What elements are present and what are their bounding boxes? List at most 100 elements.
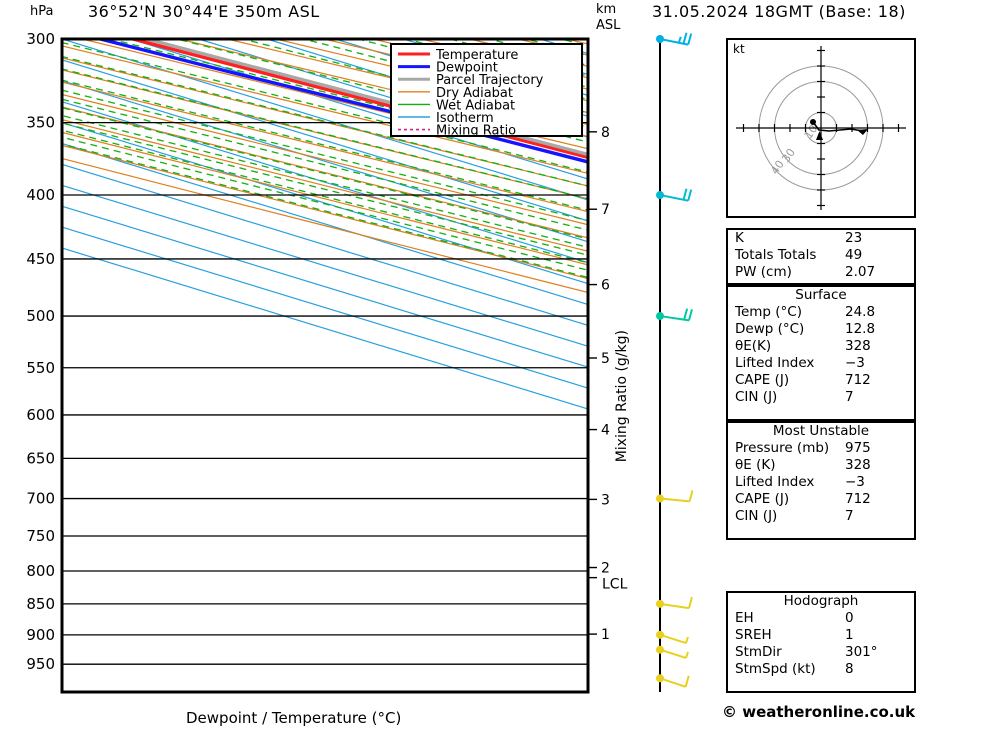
legend-label: Dry Adiabat — [436, 86, 513, 101]
altitude-tick-label: 6 — [601, 278, 610, 294]
skewt-xaxis-title: Dewpoint / Temperature (°C) — [186, 709, 402, 727]
legend-label: Wet Adiabat — [436, 98, 515, 113]
index-row: Dewp (°C) 12.8 — [735, 321, 876, 337]
isotherm-line — [62, 101, 588, 264]
pressure-tick-label: 700 — [26, 490, 55, 508]
legend-label: Temperature — [435, 48, 518, 63]
skewt-mixing-ratio-title: Mixing Ratio (g/kg) — [614, 330, 630, 463]
index-row: Totals Totals 49 — [735, 247, 863, 263]
datetime-label: 31.05.2024 18GMT (Base: 18) — [652, 2, 906, 21]
index-row: CIN (J) 7 — [735, 389, 854, 405]
altitude-tick-label: 7 — [601, 202, 610, 218]
wind-barb — [656, 630, 689, 645]
altitude-tick-label: 1 — [601, 627, 610, 643]
pressure-tick-label: 550 — [26, 359, 55, 377]
isotherm-line — [62, 80, 588, 243]
pressure-unit-label: hPa — [30, 4, 54, 19]
isotherm-line — [62, 205, 588, 368]
wet-adiabat-line — [62, 143, 588, 279]
index-row: Lifted Index −3 — [735, 474, 865, 490]
wind-barb-column — [640, 0, 720, 733]
pressure-tick-label: 400 — [26, 186, 55, 204]
pressure-tick-label: 350 — [26, 114, 55, 132]
altitude-unit-label-asl: ASL — [596, 18, 621, 33]
altitude-tick-label: 3 — [601, 492, 610, 508]
index-row: EH 0 — [735, 610, 854, 626]
station-title: 36°52'N 30°44'E 350m ASL — [88, 2, 320, 21]
wind-barb — [656, 308, 693, 322]
lcl-label: LCL — [602, 577, 628, 593]
index-row: Temp (°C) 24.8 — [735, 304, 876, 320]
wind-barb — [656, 32, 693, 46]
wet-adiabat-line — [62, 107, 588, 240]
surface-indices-panel: Surface Temp (°C) 24.8 Dewp (°C) 12.8 θE(K… — [726, 285, 916, 421]
pressure-tick-label: 850 — [26, 595, 55, 613]
pressure-tick-label: 750 — [26, 527, 55, 545]
pressure-tick-label: 500 — [26, 307, 55, 325]
isotherm-line — [62, 226, 588, 389]
index-row: CAPE (J) 712 — [735, 372, 871, 388]
hodograph-stats-title: Hodograph — [783, 593, 859, 609]
pressure-tick-label: 300 — [26, 30, 55, 48]
index-row: StmDir 301° — [735, 644, 878, 660]
pressure-tick-label: 800 — [26, 562, 55, 580]
altitude-tick-label: 5 — [601, 351, 610, 367]
pressure-tick-label: 900 — [26, 626, 55, 644]
pressure-tick-label: 950 — [26, 655, 55, 673]
dry-adiabat-line — [62, 144, 588, 280]
legend-label: Dewpoint — [436, 61, 498, 76]
hodograph-stats-panel: Hodograph EH 0 SREH 1 StmDir 301° StmSpd (k… — [726, 591, 916, 693]
storm-motion-marker — [816, 131, 823, 140]
index-row: PW (cm) 2.07 — [735, 264, 876, 280]
skewt-diagram: 300 350 400 450 500 550 600 650 700 750 800 850 900 9… — [26, 30, 628, 694]
wind-barb — [656, 674, 690, 688]
wet-adiabat-line — [62, 129, 588, 264]
index-row: SREH 1 — [735, 627, 854, 643]
most-unstable-panel: Most Unstable Pressure (mb) 975 θE (K) 328… — [726, 421, 916, 540]
legend-box: Temperature Dewpoint Parcel Trajectory Dry … — [390, 43, 583, 137]
hodograph-plot: 10 30 40 — [726, 38, 916, 218]
altitude-tick-label: 2 — [601, 561, 610, 577]
pressure-tick-label: 600 — [26, 406, 55, 424]
wind-barb — [656, 490, 694, 503]
dry-adiabat-line — [62, 93, 588, 226]
pressure-tick-label: 450 — [26, 250, 55, 268]
index-row: K 23 — [735, 230, 863, 246]
legend-label: Isotherm — [436, 111, 494, 126]
hodograph-end-marker — [857, 129, 868, 135]
isotherm-line — [62, 59, 588, 222]
copyright-label: © weatheronline.co.uk — [722, 703, 916, 721]
wind-barb — [656, 188, 693, 202]
hodograph-unit-label: kt — [733, 42, 745, 56]
dry-adiabat-line — [62, 157, 588, 294]
skewt-frame — [60, 37, 590, 694]
theta-e-label: θE(K) — [735, 338, 772, 354]
altitude-tick-label: 8 — [601, 125, 610, 141]
legend-label: Mixing Ratio — [436, 124, 516, 135]
dry-adiabat-line — [62, 106, 588, 239]
altitude-tick-label: 4 — [601, 423, 610, 439]
legend-label: Parcel Trajectory — [436, 73, 544, 88]
surface-panel-title: Surface — [795, 287, 847, 303]
theta-e-label: θE (K) — [735, 457, 776, 473]
dry-adiabat-line — [62, 118, 588, 252]
index-row: θE (K) 328 — [735, 457, 871, 473]
isotherm-line — [62, 39, 588, 201]
most-unstable-title: Most Unstable — [772, 423, 870, 439]
index-row: StmSpd (kt) 8 — [735, 661, 854, 677]
index-row: CIN (J) 7 — [735, 508, 854, 524]
general-indices-panel: K 23 Totals Totals 49 PW (cm) 2.07 — [726, 228, 916, 285]
dry-adiabat-line — [62, 131, 588, 266]
index-row: Lifted Index −3 — [735, 355, 865, 371]
isotherm-line — [62, 247, 588, 410]
pressure-tick-label: 650 — [26, 449, 55, 467]
isotherm-line — [130, 39, 588, 180]
wind-barb — [656, 596, 693, 610]
wind-barb — [656, 645, 689, 659]
isotherm-line — [62, 121, 588, 285]
altitude-unit-label-km: km — [596, 2, 617, 17]
index-row: θE(K) 328 — [735, 338, 871, 354]
hodograph-trace — [812, 121, 864, 132]
index-row: Pressure (mb) 975 — [735, 440, 871, 456]
hodograph-start-dot — [810, 119, 816, 125]
